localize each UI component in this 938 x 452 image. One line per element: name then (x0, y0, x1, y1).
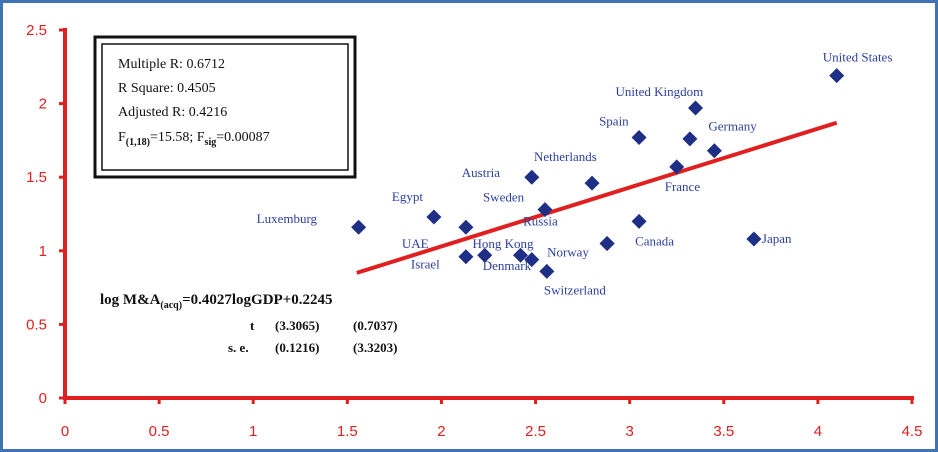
data-point-marker (458, 249, 474, 265)
data-point-marker (477, 247, 493, 263)
point-label: Austria (462, 165, 501, 180)
stat-r-square: R Square: 0.4505 (118, 81, 216, 96)
y-tick-label: 0 (39, 390, 47, 407)
data-point-marker (458, 219, 474, 235)
data-point-marker (426, 209, 442, 225)
point-label: Netherlands (534, 149, 597, 164)
trend-line (356, 120, 838, 275)
data-point-marker (682, 131, 698, 147)
point-label: Denmark (483, 258, 532, 273)
t-label: t (250, 318, 255, 333)
stat-adjusted-r: Adjusted R: 0.4216 (118, 105, 227, 120)
point-label: Hong Kong (472, 236, 534, 251)
x-tick-label: 3.5 (713, 423, 734, 440)
point-label: Israel (411, 257, 440, 272)
data-points (351, 68, 845, 279)
data-point-marker (631, 129, 647, 145)
x-tick-label: 3 (625, 423, 633, 440)
y-tick-label: 2.5 (26, 22, 47, 39)
data-point-marker (688, 100, 704, 116)
x-tick-label: 1.5 (337, 423, 358, 440)
point-label: Norway (547, 244, 589, 259)
data-point-marker (599, 235, 615, 251)
data-point-marker (537, 202, 553, 218)
point-label: Egypt (392, 189, 423, 204)
point-label: Luxemburg (257, 211, 318, 226)
se-label: s. e. (228, 340, 249, 355)
data-point-marker (829, 68, 845, 84)
point-label: United Kingdom (616, 84, 704, 99)
equation-text: log M&A(acq)=0.4027logGDP+0.2245 (100, 292, 333, 311)
point-label: Canada (635, 233, 674, 248)
point-label: United States (823, 50, 893, 65)
point-label: Japan (762, 231, 792, 246)
t-value-1: (3.3065) (275, 318, 319, 333)
data-point-marker (584, 175, 600, 191)
stat-multiple-r: Multiple R: 0.6712 (118, 57, 225, 72)
x-tick-label: 2 (437, 423, 445, 440)
data-point-marker (512, 247, 528, 263)
se-value-1: (0.1216) (275, 340, 319, 355)
data-point-marker (524, 252, 540, 268)
regression-equation: log M&A(acq)=0.4027logGDP+0.2245 t (3.30… (100, 292, 397, 355)
data-point-marker (669, 159, 685, 175)
tick-labels: 0 0.5 1 1.5 2 2.5 3 3.5 4 4.5 0 0.5 1 1.5 2 2.5 (26, 22, 922, 440)
point-label: Russia (523, 213, 558, 228)
point-label: Spain (599, 113, 629, 128)
point-label: Germany (708, 119, 757, 134)
x-tick-label: 4.5 (902, 423, 923, 440)
x-tick-label: 2.5 (525, 423, 546, 440)
point-label: Sweden (483, 190, 525, 205)
data-point-marker (746, 231, 762, 247)
y-tick-label: 1.5 (26, 169, 47, 186)
data-point-marker (706, 143, 722, 159)
t-value-2: (0.7037) (353, 318, 397, 333)
point-labels: United States United Kingdom Spain Germany F… (257, 50, 893, 298)
data-point-marker (539, 263, 555, 279)
x-tick-label: 4 (814, 423, 822, 440)
se-value-2: (3.3203) (353, 340, 397, 355)
stat-f-statistic: F(1,18)=15.58; Fsig=0.00087 (118, 130, 270, 148)
point-label: UAE (402, 236, 429, 251)
data-point-marker (351, 219, 367, 235)
y-tick-label: 1 (39, 243, 47, 260)
y-tick-label: 0.5 (26, 316, 47, 333)
x-tick-label: 0 (61, 423, 69, 440)
point-label: Switzerland (544, 282, 607, 297)
stats-box: Multiple R: 0.6712 R Square: 0.4505 Adju… (93, 35, 357, 179)
point-label: France (665, 179, 701, 194)
axes (63, 28, 914, 400)
x-tick-label: 1 (249, 423, 257, 440)
data-point-marker (524, 169, 540, 185)
y-tick-label: 2 (39, 96, 47, 113)
data-point-marker (631, 213, 647, 229)
x-tick-label: 0.5 (149, 423, 170, 440)
